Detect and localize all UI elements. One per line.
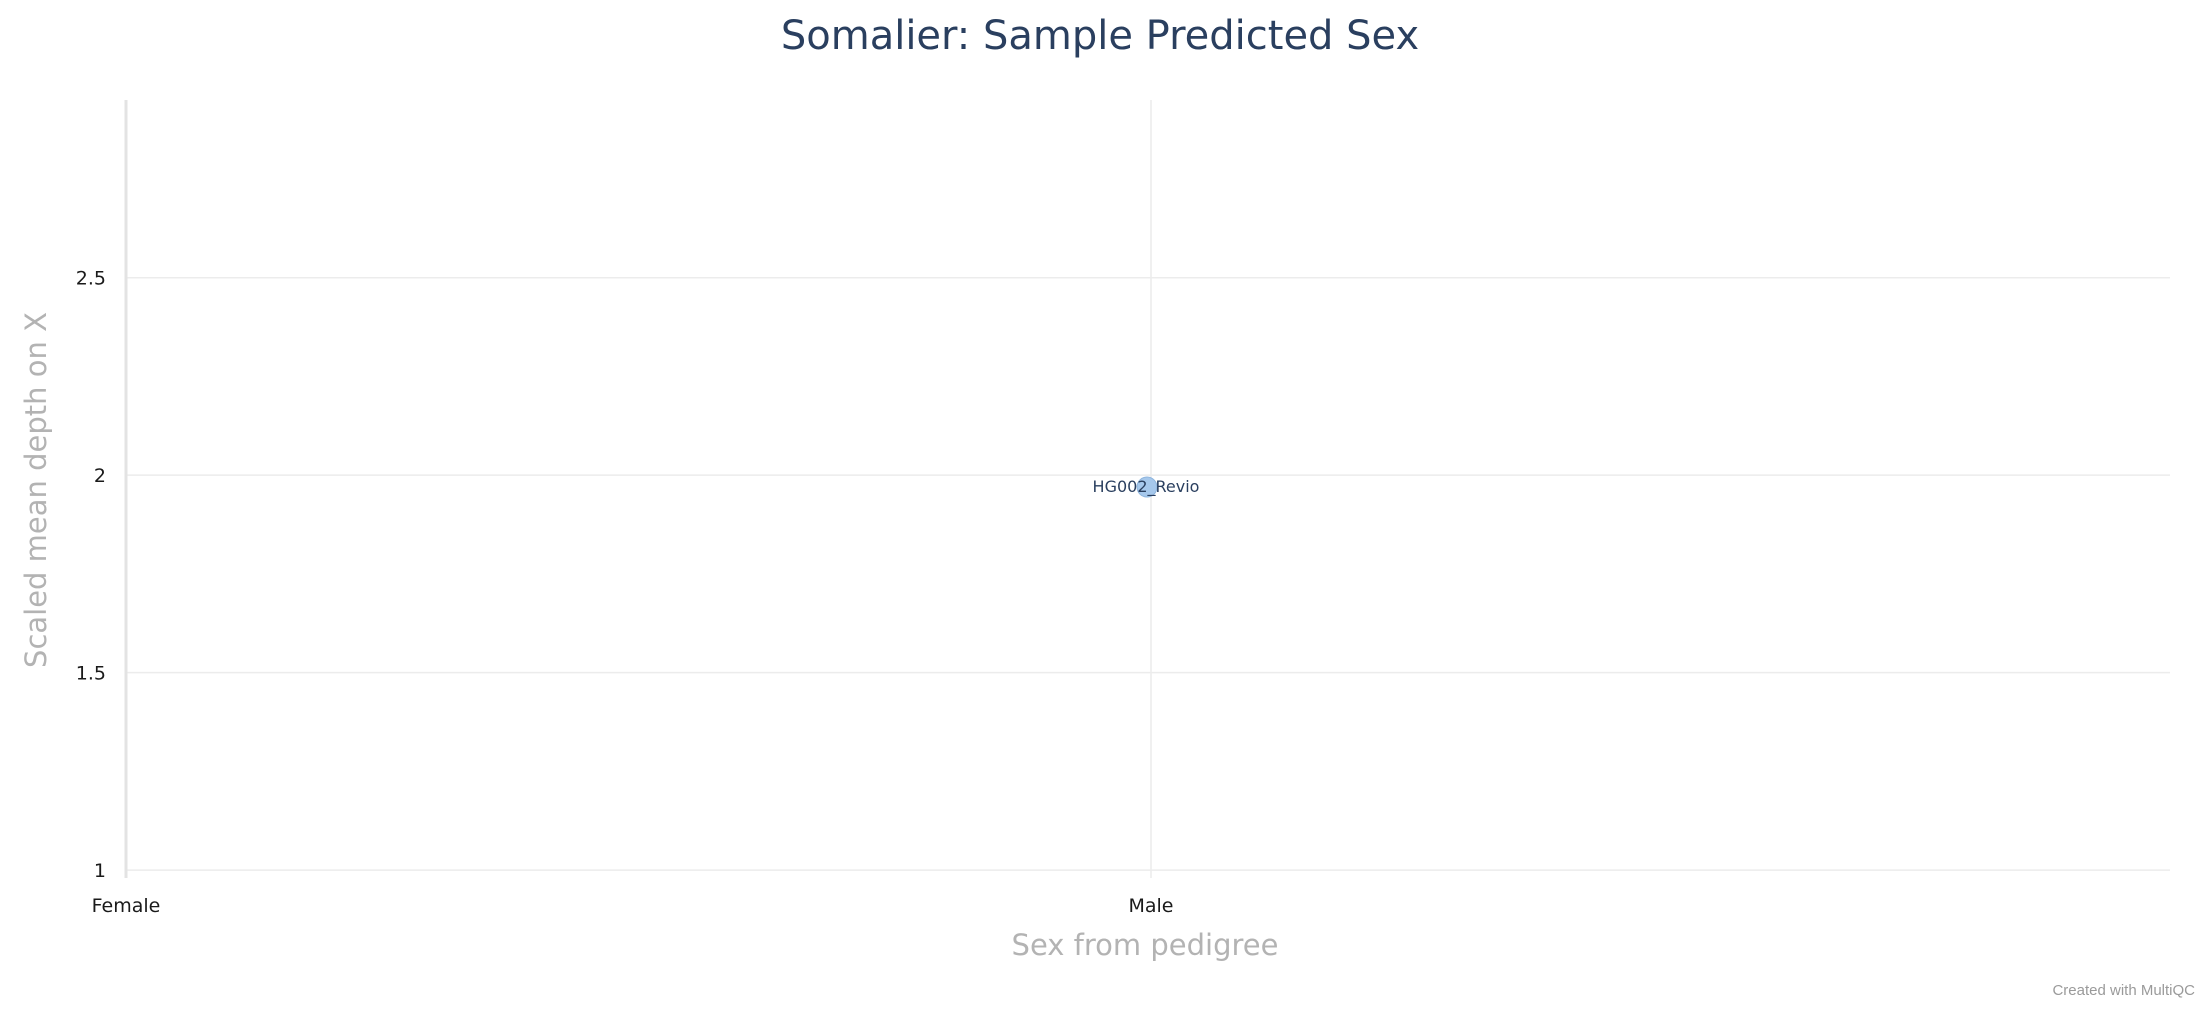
multiqc-credit: Created with MultiQC [2052, 982, 2195, 999]
x-tick-label: Female [92, 895, 161, 917]
y-tick-label: 1.5 [76, 663, 106, 685]
x-tick-label: Male [1128, 895, 1173, 917]
x-axis-title: Sex from pedigree [1012, 928, 1279, 962]
tick-labels: 1 1.5 2 2.5 Female Male [76, 268, 1174, 917]
data-point-label: HG002_Revio [1093, 477, 1200, 497]
data-points: HG002_Revio [1093, 476, 1200, 498]
data-point[interactable] [1136, 476, 1158, 498]
y-tick-label: 2.5 [76, 268, 106, 290]
y-tick-label: 1 [94, 860, 106, 882]
chart-title: Somalier: Sample Predicted Sex [781, 13, 1419, 59]
y-axis-title: Scaled mean depth on X [19, 312, 53, 668]
y-tick-label: 2 [94, 465, 106, 487]
